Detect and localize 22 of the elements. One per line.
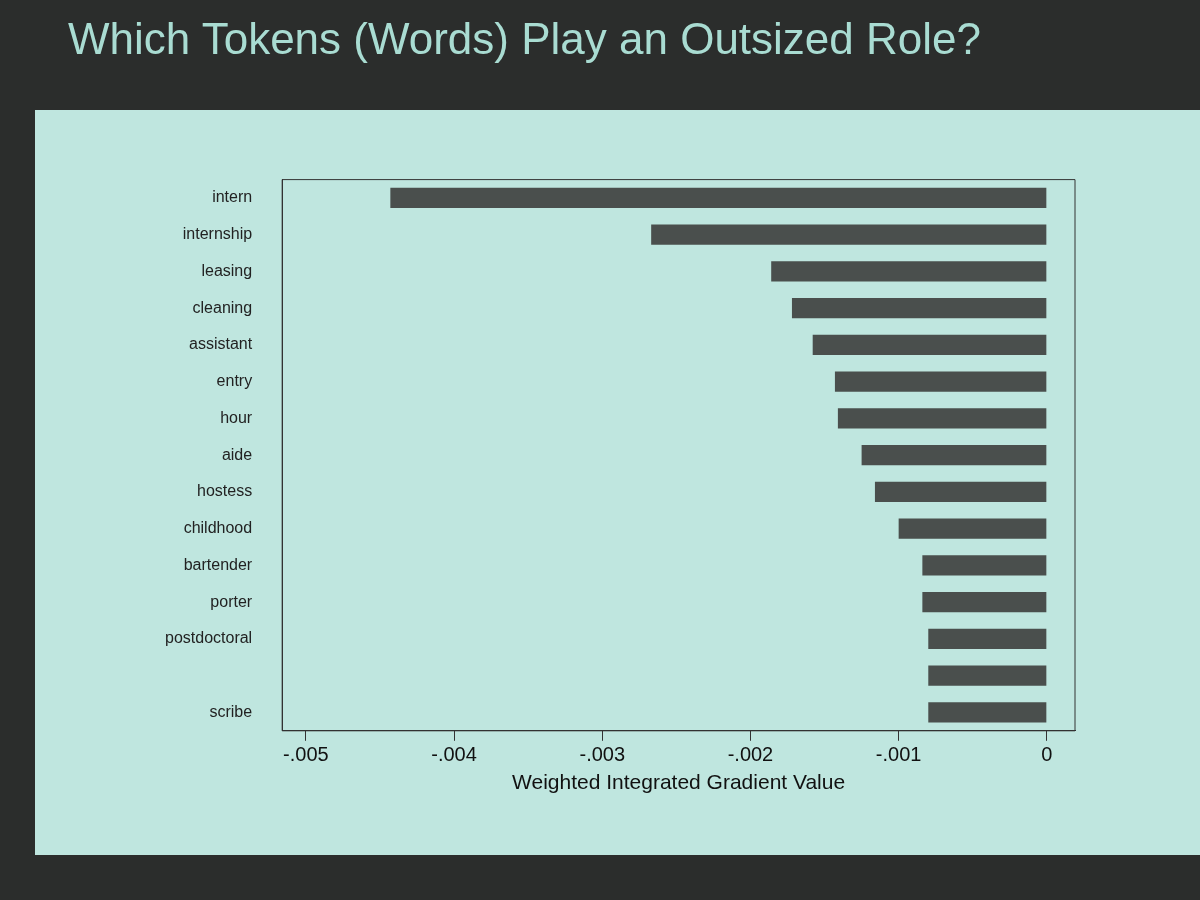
y-tick-label: porter — [210, 592, 253, 610]
x-tick-label: -.003 — [579, 743, 626, 766]
y-tick-label: intern — [212, 188, 253, 206]
y-tick-label: scribe — [209, 702, 253, 720]
y-tick-label: hour — [220, 408, 253, 426]
chart-title: Which Tokens (Words) Play an Outsized Role? — [68, 14, 981, 64]
y-tick-label: bartender — [183, 555, 253, 573]
x-axis-title: Weighted Integrated Gradient Value — [512, 770, 846, 794]
x-tick-label: -.002 — [727, 743, 774, 766]
x-tick-label: -.004 — [431, 743, 477, 766]
y-tick-label: leasing — [201, 261, 253, 279]
x-tick-label: -.001 — [875, 743, 922, 766]
y-tick-label: hostess — [197, 482, 253, 500]
x-tick-label: -.005 — [283, 743, 329, 766]
y-tick-label: cleaning — [192, 298, 253, 316]
y-tick-label: postdoctoral — [164, 629, 253, 647]
y-tick-label: internship — [182, 225, 253, 243]
x-tick-label: 0 — [1041, 743, 1053, 766]
y-tick-label: entry — [216, 372, 253, 390]
y-tick-label: childhood — [183, 519, 253, 537]
y-tick-label: aide — [221, 445, 253, 463]
y-tick-label: assistant — [189, 335, 253, 353]
